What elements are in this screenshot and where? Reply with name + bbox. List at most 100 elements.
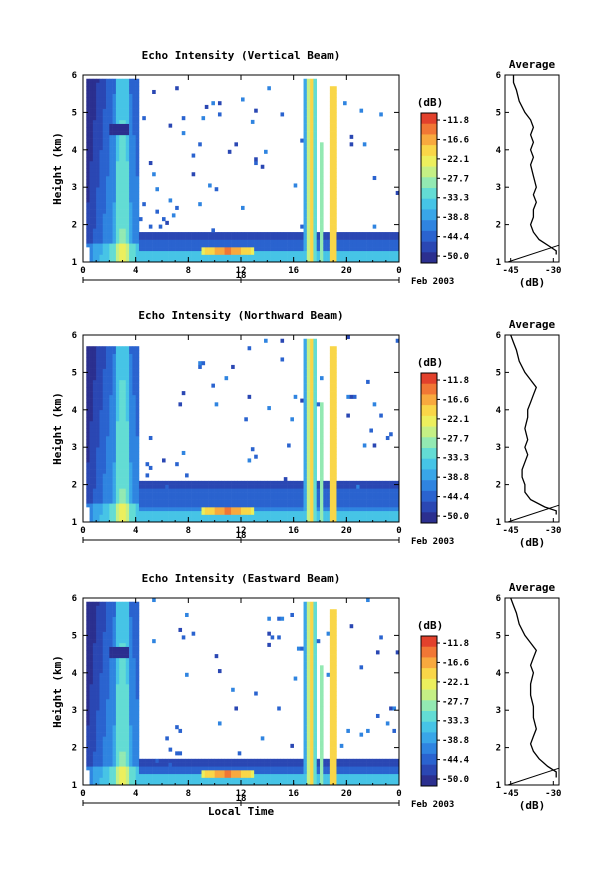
heatmap-cell	[231, 235, 235, 240]
heatmap-cell	[112, 198, 117, 203]
heatmap-cell	[89, 518, 94, 523]
heatmap-cell	[231, 758, 235, 763]
heatmap-cell	[109, 168, 113, 173]
heatmap-cell	[109, 484, 113, 489]
heatmap-cell	[306, 190, 311, 195]
heatmap-cell	[125, 654, 130, 659]
heatmap-cell	[99, 669, 104, 674]
heatmap-cell	[99, 89, 104, 94]
heatmap-cell	[106, 725, 110, 730]
heatmap-cell	[175, 480, 179, 485]
heatmap-cell	[122, 728, 127, 733]
heatmap-cell	[119, 153, 123, 158]
heatmap-cell	[109, 755, 113, 760]
heatmap-cell	[310, 235, 314, 240]
heatmap-cell	[112, 89, 117, 94]
heatmap-cell	[254, 777, 258, 782]
heatmap-cell	[102, 465, 107, 470]
heatmap-cell	[316, 243, 321, 248]
heatmap-cell	[125, 235, 130, 240]
heatmap-cell	[125, 770, 130, 775]
heatmap-cell	[310, 477, 314, 482]
heatmap-cell	[287, 243, 291, 248]
heatmap-cell	[99, 770, 104, 775]
heatmap-cell	[132, 773, 136, 778]
heatmap-cell	[260, 258, 265, 263]
heatmap-cell	[296, 488, 301, 493]
heatmap-cell	[92, 439, 97, 444]
heatmap-cell	[171, 488, 176, 493]
heatmap-cell	[115, 421, 120, 426]
heatmap-cell	[132, 346, 136, 351]
heatmap-cell	[89, 406, 94, 411]
colorbar-band	[421, 123, 437, 135]
heatmap-cell	[129, 773, 133, 778]
heatmap-cell	[237, 258, 242, 263]
heatmap-cell	[296, 247, 301, 252]
heatmap-cell	[336, 250, 341, 255]
colorbar-frame	[420, 372, 438, 524]
heatmap-cell	[129, 695, 133, 700]
heatmap-cell	[267, 235, 271, 240]
heatmap-cell	[122, 669, 127, 674]
heatmap-cell	[99, 134, 104, 139]
heatmap-cell	[333, 254, 337, 259]
heatmap-cell	[333, 462, 337, 467]
heatmap-cell	[129, 507, 133, 512]
heatmap-cell	[99, 168, 104, 173]
heatmap-cell	[306, 205, 311, 210]
heatmap-cell	[287, 235, 291, 240]
heatmap-cell	[267, 642, 271, 647]
heatmap-cell	[175, 781, 179, 786]
heatmap-cell	[129, 758, 133, 763]
heatmap-cell	[320, 146, 324, 151]
heatmap-cell	[178, 773, 183, 778]
heatmap-cell	[122, 762, 127, 767]
heatmap-cell	[231, 518, 235, 523]
heatmap-cell	[333, 443, 337, 448]
colorbar-band	[421, 166, 437, 178]
heatmap-cell	[310, 518, 314, 523]
heatmap-cell	[122, 624, 127, 629]
heatmap-cell	[99, 443, 104, 448]
heatmap-cell	[135, 78, 140, 83]
heatmap-cell	[211, 250, 215, 255]
heatmap-cell	[310, 142, 314, 147]
heatmap-cell	[109, 713, 113, 718]
heatmap-cell	[92, 488, 97, 493]
heatmap-cell	[158, 507, 163, 512]
heatmap-cell	[102, 127, 107, 132]
heatmap-cell	[132, 258, 136, 263]
heatmap-cell	[227, 243, 232, 248]
heatmap-cell	[310, 439, 314, 444]
heatmap-cell	[132, 104, 136, 109]
heatmap-cell	[92, 650, 97, 655]
heatmap-cell	[306, 473, 311, 478]
heatmap-cell	[366, 243, 370, 248]
heatmap-cell	[366, 480, 370, 485]
heatmap-cell	[102, 409, 107, 414]
heatmap-cell	[313, 469, 318, 474]
heatmap-cell	[106, 672, 110, 677]
heatmap-cell	[132, 372, 136, 377]
heatmap-cell	[122, 721, 127, 726]
heatmap-cell	[106, 78, 110, 83]
heatmap-cell	[125, 209, 130, 214]
heatmap-cell	[92, 601, 97, 606]
heatmap-cell	[326, 258, 331, 263]
colorbar-tick-label: -22.1	[442, 415, 469, 425]
heatmap-cell	[352, 510, 357, 515]
heatmap-cell	[112, 138, 117, 143]
heatmap-cell	[106, 361, 110, 366]
heatmap-cell	[135, 119, 140, 124]
heatmap-cell	[158, 488, 163, 493]
heatmap-cell	[306, 394, 311, 399]
heatmap-cell	[122, 247, 127, 252]
heatmap-cell	[283, 232, 288, 237]
heatmap-cell	[92, 435, 97, 441]
heatmap-cell	[155, 495, 160, 500]
heatmap-cell	[102, 601, 107, 606]
heatmap-cell	[175, 518, 179, 523]
heatmap-cell	[333, 417, 337, 422]
heatmap-cell	[152, 89, 156, 94]
